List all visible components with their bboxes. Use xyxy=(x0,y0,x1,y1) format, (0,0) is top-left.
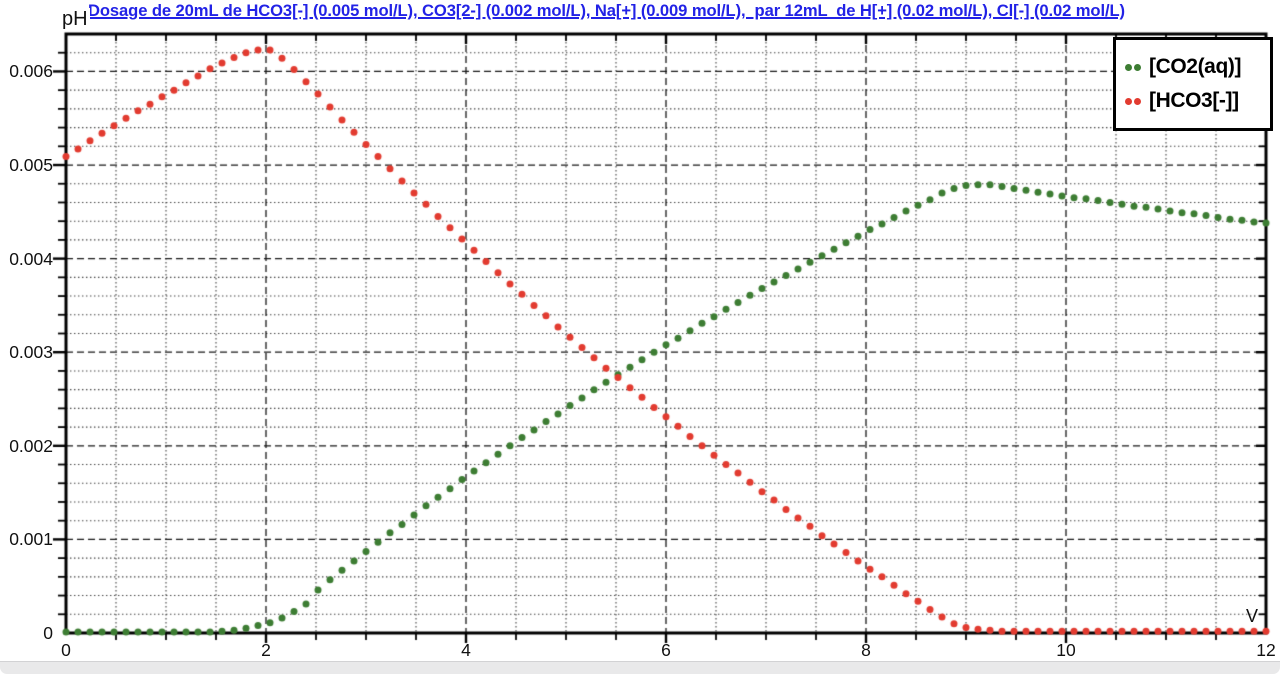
chart-title: Dosage de 20mL de HCO3[-] (0.005 mol/L),… xyxy=(88,1,1125,20)
y-tick-label: 0.005 xyxy=(9,155,53,176)
y-tick-label: 0.002 xyxy=(9,435,53,456)
co2-series-dots-icon xyxy=(1125,63,1141,71)
y-tick-label: 0.001 xyxy=(9,529,53,550)
legend-label-hco3: [HCO3[-]] xyxy=(1149,89,1239,112)
x-tick-label: 0 xyxy=(61,640,71,660)
window-bottom-bar xyxy=(0,661,1280,674)
legend-label-co2: [CO2(aq)] xyxy=(1149,55,1242,78)
legend-row-hco3: [HCO3[-]] xyxy=(1125,86,1270,117)
legend: [CO2(aq)] [HCO3[-]] xyxy=(1113,37,1273,131)
x-tick-label: 4 xyxy=(461,640,471,660)
x-tick-label: 10 xyxy=(1056,640,1076,660)
hco3-series-dots-icon xyxy=(1125,97,1141,105)
y-tick-label: 0.006 xyxy=(9,61,53,82)
y-tick-label: 0.004 xyxy=(9,248,53,269)
x-axis-title: V xyxy=(1246,606,1259,626)
y-axis-title: pH xyxy=(62,8,90,30)
x-tick-label: 6 xyxy=(661,640,671,660)
x-tick-label: 8 xyxy=(861,640,871,660)
y-tick-label: 0.003 xyxy=(9,342,53,363)
legend-row-co2: [CO2(aq)] xyxy=(1125,52,1270,83)
x-tick-label: 12 xyxy=(1256,640,1276,660)
y-tick-label: 0 xyxy=(43,623,53,643)
x-tick-label: 2 xyxy=(261,640,271,660)
